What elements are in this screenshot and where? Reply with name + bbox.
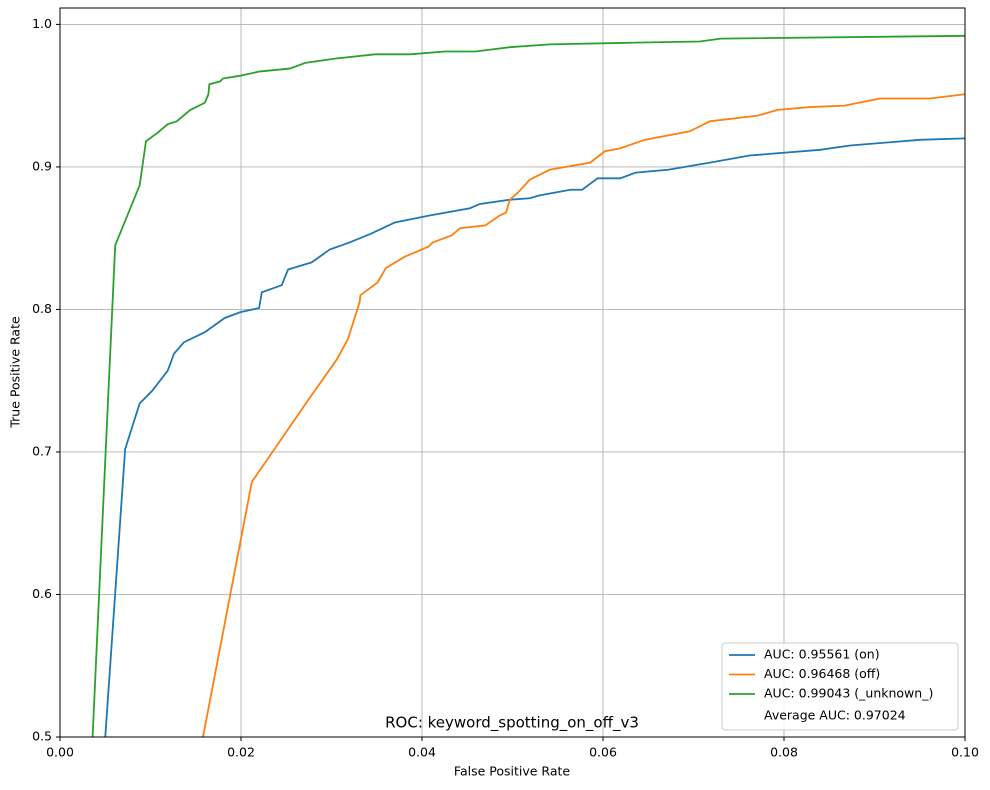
x-tick-label: 0.04 bbox=[408, 745, 436, 760]
y-axis-label: True Positive Rate bbox=[8, 316, 23, 429]
y-tick-label: 0.6 bbox=[32, 586, 52, 601]
chart-title: ROC: keyword_spotting_on_off_v3 bbox=[385, 714, 639, 733]
ticks: 0.00 0.02 0.04 0.06 0.08 0.10 0.5 0.6 0.7 0.8 0.9 1… bbox=[32, 16, 979, 760]
legend: Average AUC: 0.97024 AUC: 0.95561 (on) AU… bbox=[721, 642, 959, 731]
legend-note: Average AUC: 0.97024 bbox=[764, 708, 906, 723]
x-tick-label: 0.10 bbox=[951, 745, 979, 760]
roc-line bbox=[91, 34, 965, 737]
roc-line bbox=[202, 93, 965, 737]
roc-line bbox=[104, 137, 965, 737]
x-tick-label: 0.02 bbox=[227, 745, 255, 760]
x-axis-label: False Positive Rate bbox=[454, 764, 570, 779]
y-tick-label: 1.0 bbox=[32, 16, 52, 31]
y-tick-label: 0.7 bbox=[32, 443, 52, 458]
y-tick-label: 0.9 bbox=[32, 158, 52, 173]
x-tick-label: 0.06 bbox=[589, 745, 617, 760]
x-tick-label: 0.00 bbox=[46, 745, 74, 760]
legend-label: AUC: 0.96468 (off) bbox=[764, 666, 880, 681]
plot-frame bbox=[59, 7, 966, 738]
legend-label: AUC: 0.99043 (_unknown_) bbox=[764, 686, 933, 701]
legend-label: AUC: 0.95561 (on) bbox=[764, 647, 880, 662]
legend-box bbox=[721, 642, 959, 731]
grid bbox=[59, 8, 966, 738]
plot-lines bbox=[91, 34, 965, 737]
y-tick-label: 0.5 bbox=[32, 729, 52, 744]
y-tick-label: 0.8 bbox=[32, 301, 52, 316]
x-tick-label: 0.08 bbox=[770, 745, 798, 760]
